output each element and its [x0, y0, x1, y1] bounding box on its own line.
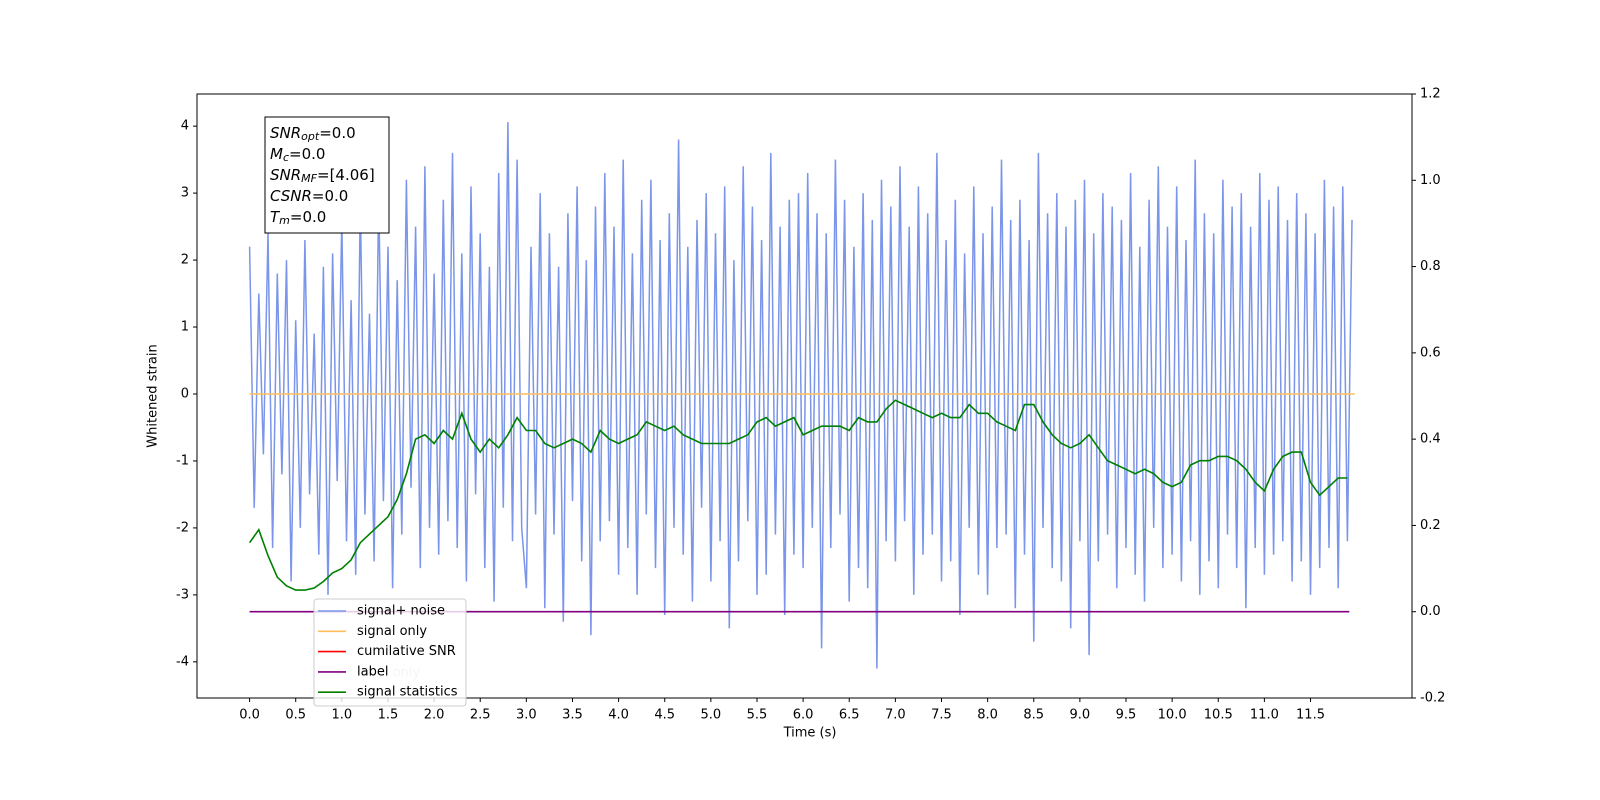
- x-tick-label: 10.5: [1204, 708, 1233, 723]
- annotation-line: CSNR=0.0: [270, 187, 348, 205]
- x-tick-label: 9.0: [1070, 708, 1091, 723]
- annotation-box: [264, 116, 390, 234]
- legend-label: signal only: [357, 624, 427, 639]
- x-tick-label: 3.5: [562, 708, 583, 723]
- axes-frame: [196, 93, 1413, 699]
- annotation-symbol: T: [270, 208, 281, 226]
- annotation-line: Mc=0.0: [270, 145, 325, 165]
- x-tick-label: 4.5: [654, 708, 675, 723]
- y-tick-label: 2: [181, 253, 189, 268]
- y2-tick-label: 1.0: [1420, 173, 1441, 188]
- y2-tick-label: 0.8: [1420, 259, 1441, 274]
- annotation-value: =0.0: [319, 124, 355, 142]
- x-tick-label: 3.0: [516, 708, 537, 723]
- annotation-value: =0.0: [312, 187, 348, 205]
- annotation-subscript: c: [283, 151, 289, 164]
- y-tick-label: -1: [176, 453, 189, 468]
- x-tick-label: 0.5: [285, 708, 306, 723]
- annotation-subscript: MF: [301, 172, 317, 185]
- annotation-symbol: SNR: [270, 166, 301, 184]
- y2-tick-label: 0.6: [1420, 345, 1441, 360]
- x-tick-label: 8.5: [1023, 708, 1044, 723]
- legend-box: [313, 598, 467, 707]
- x-tick-label: 11.5: [1296, 708, 1325, 723]
- x-tick-label: 1.5: [378, 708, 399, 723]
- annotation-line: SNRMF=[4.06]: [270, 166, 375, 186]
- annotation-line: SNRopt=0.0: [270, 124, 356, 144]
- y-tick-label: 1: [181, 320, 189, 335]
- legend-label: signal+ noise: [357, 604, 445, 619]
- series-line: [248, 399, 1348, 591]
- legend-label: cumilative SNR: [357, 644, 456, 659]
- y2-tick-label: 1.2: [1420, 87, 1441, 102]
- annotation-symbol: SNR: [270, 124, 301, 142]
- x-tick-label: 6.5: [839, 708, 860, 723]
- x-tick-label: 0.0: [239, 708, 260, 723]
- annotation-value: =0.0: [290, 208, 326, 226]
- x-tick-label: 8.0: [977, 708, 998, 723]
- annotation-line: Tm=0.0: [270, 208, 326, 228]
- y-tick-label: -3: [176, 587, 189, 602]
- y2-tick-label: 0.2: [1420, 518, 1441, 533]
- x-tick-label: 5.0: [701, 708, 722, 723]
- annotation-subscript: m: [279, 214, 290, 227]
- x-tick-label: 2.0: [424, 708, 445, 723]
- y2-tick-label: 0.4: [1420, 432, 1441, 447]
- x-axis-label: Time (s): [783, 726, 837, 741]
- y-tick-label: 0: [181, 386, 189, 401]
- x-tick-label: 10.0: [1158, 708, 1187, 723]
- x-tick-label: 4.0: [608, 708, 629, 723]
- y2-tick-label: -0.2: [1420, 691, 1445, 706]
- legend-label: label: [357, 664, 388, 679]
- x-tick-label: 5.5: [747, 708, 768, 723]
- legend-label: signal statistics: [357, 685, 458, 700]
- annotation-symbol: M: [270, 145, 283, 163]
- y2-tick-label: 0.0: [1420, 604, 1441, 619]
- y-axis-label: Whitened strain: [146, 344, 161, 447]
- x-tick-label: 7.0: [885, 708, 906, 723]
- x-tick-label: 11.0: [1250, 708, 1279, 723]
- x-tick-label: 1.0: [331, 708, 352, 723]
- y-tick-label: -4: [176, 654, 189, 669]
- y-tick-label: 3: [181, 186, 189, 201]
- x-tick-label: 7.5: [931, 708, 952, 723]
- x-tick-label: 2.5: [470, 708, 491, 723]
- x-tick-label: 6.0: [793, 708, 814, 723]
- y-tick-label: -2: [176, 520, 189, 535]
- annotation-value: =0.0: [289, 145, 325, 163]
- annotation-subscript: opt: [301, 130, 320, 143]
- series-line: [248, 122, 1353, 669]
- x-tick-label: 9.5: [1116, 708, 1137, 723]
- annotation-symbol: CSNR: [270, 187, 312, 205]
- annotation-value: =[4.06]: [317, 166, 375, 184]
- y-tick-label: 4: [181, 119, 189, 134]
